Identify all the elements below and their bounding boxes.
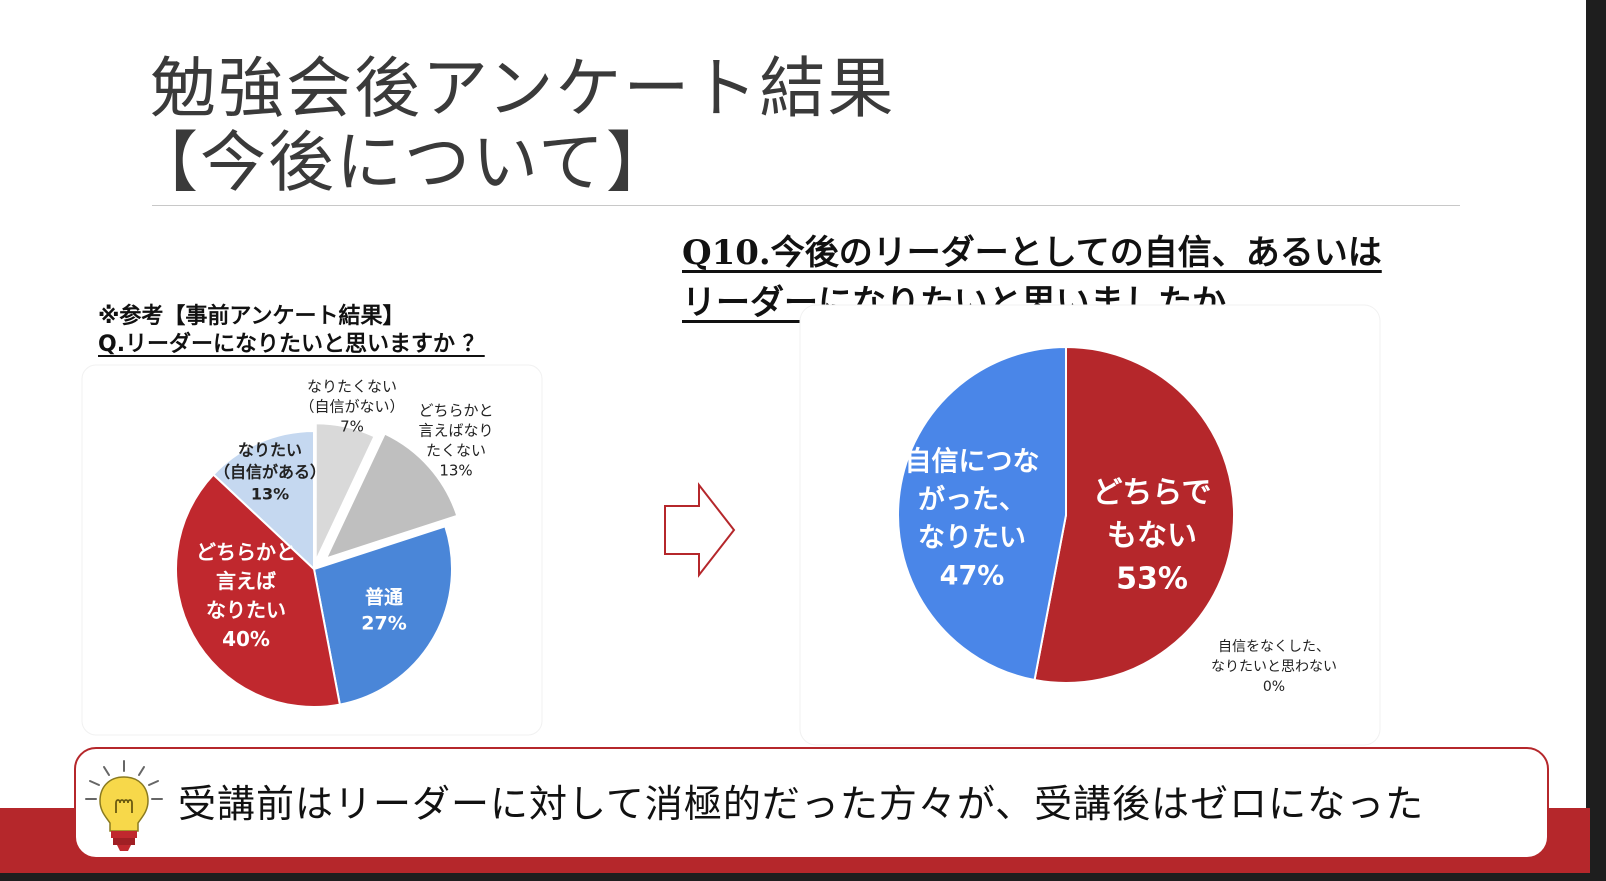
pie-0-label-1-line-0: どちらかと <box>418 402 493 420</box>
slide-title-line2: 【今後について】 <box>132 124 675 201</box>
bottom-edge-bar <box>0 873 1606 881</box>
pie-1-label-2-line-0: 自信につな <box>905 446 1040 478</box>
pie-1-label-0-line-0: どちらで <box>1092 476 1211 511</box>
slide-title-line1: 勉強会後アンケート結果 <box>150 50 896 127</box>
pie-0-slice-0 <box>314 422 376 562</box>
conclusion-callout: 受講前はリーダーに対して消極的だった方々が、受講後はゼロになった <box>74 747 1549 859</box>
pie-1-label-1-line-2: 0% <box>1263 679 1285 695</box>
pie-0-label-3-line-2: なりたい <box>206 598 286 622</box>
pie-0-label-1-line-3: 13% <box>439 462 472 480</box>
reference-question: Q.リーダーになりたいと思いますか ？ <box>98 332 485 357</box>
pie-1-label-1-line-1: なりたいと思わない <box>1211 659 1337 675</box>
pie-0-slice-4 <box>211 429 315 572</box>
reference-heading-label: ※参考【事前アンケート結果】 <box>98 304 405 329</box>
pie-0-slice-1 <box>324 432 459 561</box>
question-line1: Q10.今後のリーダーとしての自信、あるいは <box>682 233 1382 273</box>
pie-0-label-0-line-1: （自信がない） <box>299 398 404 416</box>
pie-0-label-1-line-2: たくない <box>426 442 486 460</box>
pie-0-slice-3 <box>175 473 342 708</box>
arrow-right-icon <box>664 482 736 578</box>
lightbulb-icon <box>85 760 163 851</box>
pie-1-slice-0 <box>1033 345 1235 684</box>
pie-1-label-0-line-2: 53% <box>1116 562 1188 597</box>
pie-0-label-4-line-2: 13% <box>251 485 289 504</box>
pie-1-label-2-line-3: 47% <box>940 561 1005 592</box>
slide-title: 勉強会後アンケート結果 【今後について】 <box>132 50 896 200</box>
pie-0-label-0-line-0: なりたくない <box>307 378 397 396</box>
pie-0-label-4-line-1: （自信がある） <box>214 463 326 482</box>
pie-0-label-2-line-1: 27% <box>361 613 406 635</box>
pie-0-label-4-line-0: なりたい <box>238 441 302 460</box>
pre-survey-pie-chart: なりたくない（自信がない）7%どちらかと言えばなりたくない13%普通27%どちら… <box>81 364 543 736</box>
right-edge-bar <box>1586 0 1606 881</box>
pie-0-label-3-line-3: 40% <box>222 627 270 651</box>
pie-1-label-0-line-1: もない <box>1107 519 1197 554</box>
reference-heading: ※参考【事前アンケート結果】 Q.リーダーになりたいと思いますか ？ <box>98 303 485 359</box>
pie-1-label-2-line-2: なりたい <box>918 523 1026 554</box>
pie-0-label-2-line-0: 普通 <box>365 586 404 609</box>
pie-0-label-3-line-1: 言えば <box>216 569 276 593</box>
pie-1-label-1-line-0: 自信をなくした、 <box>1218 639 1330 655</box>
pie-0-label-0-line-2: 7% <box>340 418 364 436</box>
pie-1-label-2-line-1: がった、 <box>918 484 1026 516</box>
pie-1-slice-2 <box>897 345 1067 682</box>
pie-0-slice-2 <box>312 525 453 706</box>
title-divider <box>152 205 1460 206</box>
pie-0-label-1-line-1: 言えばなり <box>418 422 493 440</box>
pie-0-label-3-line-0: どちらかと <box>196 540 296 564</box>
conclusion-text: 受講前はリーダーに対して消極的だった方々が、受講後はゼロになった <box>178 782 1425 826</box>
